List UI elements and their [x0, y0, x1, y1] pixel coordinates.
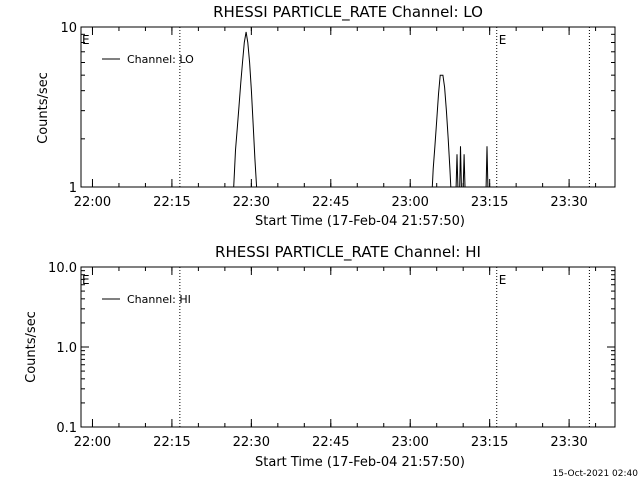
x-tick-label: 22:30 [233, 195, 270, 210]
panel-lo: RHESSI PARTICLE_RATE Channel: LO Start T… [36, 3, 616, 229]
series-line [233, 31, 489, 188]
left-edge-label: E [82, 33, 90, 47]
y-tick-label: 1.0 [56, 341, 77, 356]
x-axis-title: Start Time (17-Feb-04 21:57:50) [255, 214, 465, 229]
chart-title: RHESSI PARTICLE_RATE Channel: HI [215, 243, 481, 262]
event-marker-label: E [499, 33, 507, 47]
y-tick-label: 10 [60, 21, 77, 36]
legend-label: Channel: HI [127, 293, 191, 306]
event-marker-label: E [499, 273, 507, 287]
x-tick-label: 23:15 [471, 435, 508, 450]
x-tick-label: 22:45 [312, 435, 349, 450]
x-tick-label: 23:15 [471, 195, 508, 210]
x-axis-title: Start Time (17-Feb-04 21:57:50) [255, 455, 465, 470]
x-tick-label: 22:00 [74, 435, 111, 450]
x-tick-label: 23:00 [391, 435, 428, 450]
plot-frame [80, 26, 616, 188]
y-tick-label: 1 [69, 181, 77, 196]
plot-frame [80, 266, 616, 428]
x-tick-label: 22:15 [153, 435, 190, 450]
x-tick-label: 22:45 [312, 195, 349, 210]
x-tick-label: 23:30 [550, 435, 587, 450]
footer-timestamp: 15-Oct-2021 02:40 [553, 469, 639, 479]
x-tick-label: 22:00 [74, 195, 111, 210]
chart-title: RHESSI PARTICLE_RATE Channel: LO [213, 3, 483, 22]
x-tick-label: 23:00 [391, 195, 428, 210]
y-axis-title: Counts/sec [24, 311, 39, 383]
y-axis-title: Counts/sec [36, 72, 51, 144]
x-tick-label: 22:30 [233, 435, 270, 450]
y-tick-label: 10.0 [48, 261, 77, 276]
y-tick-label: 0.1 [56, 421, 77, 436]
panel-hi: RHESSI PARTICLE_RATE Channel: HI Start T… [24, 243, 616, 470]
left-edge-label: E [82, 273, 90, 287]
legend-label: Channel: LO [127, 53, 194, 66]
x-tick-label: 22:15 [153, 195, 190, 210]
x-tick-label: 23:30 [550, 195, 587, 210]
